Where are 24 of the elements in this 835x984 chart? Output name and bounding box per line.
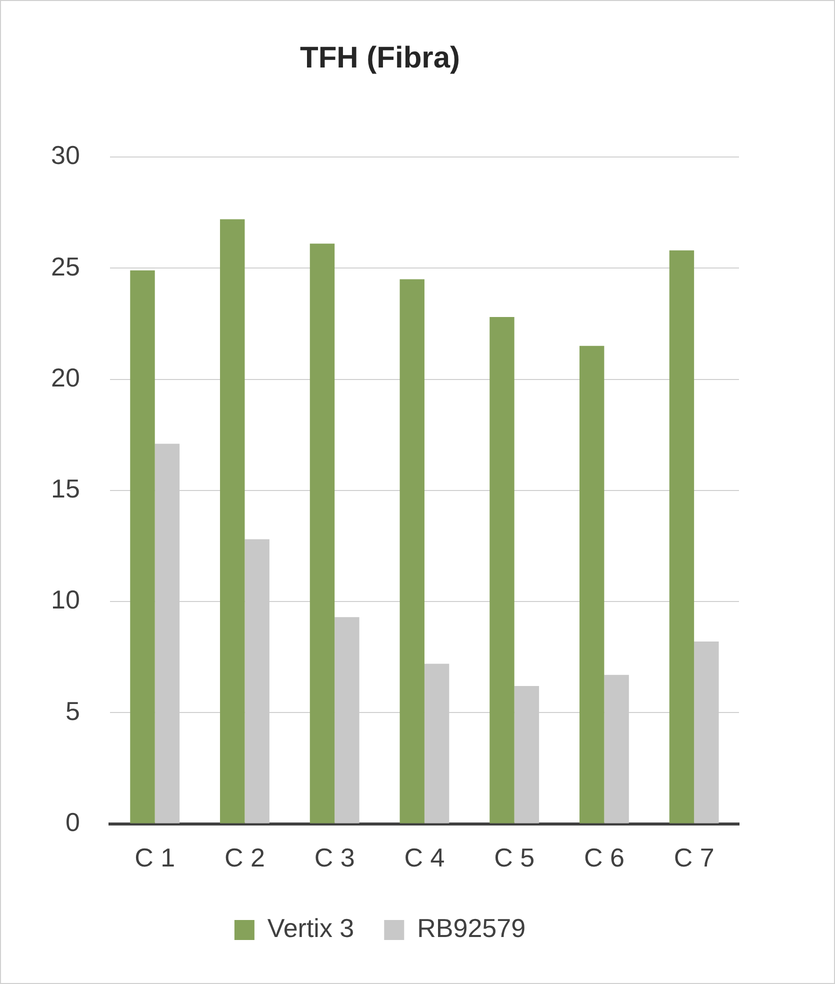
bar bbox=[310, 244, 335, 824]
x-tick-label: C 7 bbox=[674, 842, 714, 873]
bar bbox=[669, 250, 694, 824]
x-tick-label: C 2 bbox=[224, 842, 265, 873]
chart-title: TFH (Fibra) bbox=[300, 41, 460, 74]
x-tick-label: C 3 bbox=[314, 842, 355, 873]
x-tick-label: C 1 bbox=[134, 842, 176, 873]
legend-label: Vertix 3 bbox=[267, 913, 354, 944]
x-tick-label: C 4 bbox=[404, 842, 445, 873]
y-tick-label: 5 bbox=[65, 696, 80, 726]
bar bbox=[220, 219, 245, 824]
y-tick-label: 0 bbox=[65, 806, 80, 837]
y-tick-label: 20 bbox=[51, 362, 80, 392]
x-tick-label: C 5 bbox=[494, 842, 535, 873]
y-tick-label: 30 bbox=[51, 140, 80, 170]
y-tick-label: 15 bbox=[51, 474, 80, 504]
bar bbox=[130, 270, 155, 824]
y-tick-label: 25 bbox=[51, 251, 80, 282]
y-tick-label: 10 bbox=[51, 584, 80, 615]
bar bbox=[400, 279, 424, 824]
bar bbox=[490, 317, 514, 824]
x-tick-label: C 6 bbox=[584, 842, 624, 873]
legend-label: RB92579 bbox=[417, 913, 526, 944]
bar bbox=[579, 346, 604, 824]
